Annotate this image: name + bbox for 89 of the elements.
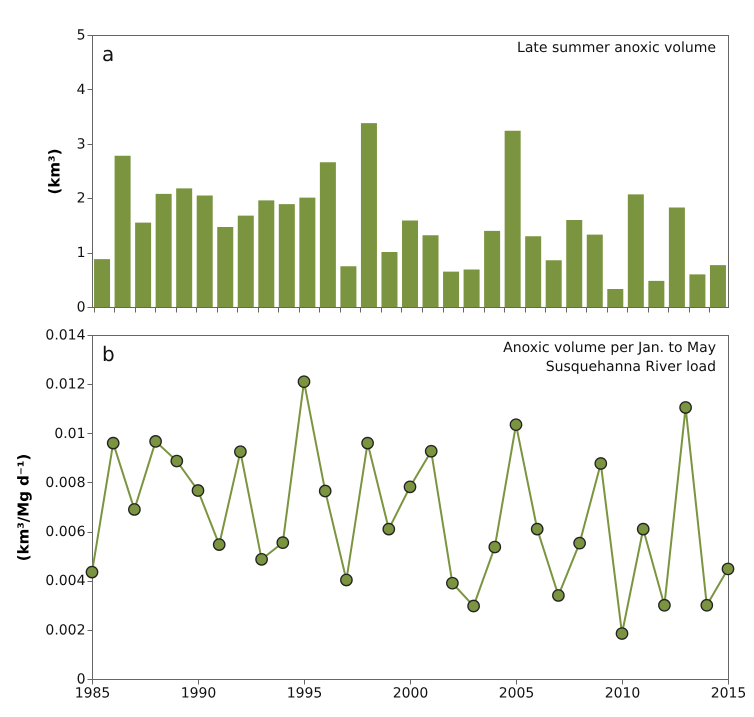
point (636, 522, 650, 536)
y-tick-label: 0 (76, 672, 86, 688)
point (467, 600, 480, 612)
bar (340, 266, 356, 307)
point (234, 445, 247, 458)
point (255, 552, 268, 566)
point (594, 457, 608, 470)
point (700, 598, 714, 612)
x-tick-label: 1995 (286, 686, 322, 702)
point (361, 436, 374, 450)
point (552, 589, 565, 602)
bar (586, 234, 603, 307)
bar (422, 235, 439, 307)
bar (710, 265, 726, 307)
bar (238, 216, 254, 307)
point (340, 574, 353, 586)
bar (668, 207, 685, 307)
bar (566, 220, 582, 307)
point (573, 536, 586, 550)
bar (628, 194, 644, 307)
bar (114, 156, 131, 307)
point (616, 627, 628, 640)
point (170, 454, 184, 468)
annotation: b (102, 342, 115, 366)
point (510, 418, 522, 432)
bar (689, 274, 706, 307)
y-tick-label: 5 (76, 28, 86, 44)
bar (135, 222, 152, 307)
x-tick-label: 1990 (180, 686, 216, 702)
point (149, 435, 162, 448)
x-tick-label: 2015 (710, 686, 746, 702)
bar (299, 198, 316, 307)
bar (402, 220, 418, 307)
point (298, 375, 310, 388)
bar (217, 227, 234, 307)
bar (443, 272, 460, 307)
point (679, 401, 692, 414)
y-tick-label: 3 (76, 136, 86, 152)
bar (464, 269, 480, 307)
chart-title: Late summer anoxic volume (517, 40, 716, 56)
bar (381, 252, 398, 307)
x-tick-label: 2010 (604, 686, 640, 702)
y-tick-label: 0.006 (45, 524, 86, 540)
point (192, 484, 204, 497)
bar (484, 230, 500, 307)
point (424, 444, 438, 458)
bar (504, 130, 521, 307)
bar (607, 289, 624, 307)
point (128, 503, 141, 516)
point (530, 522, 544, 536)
bar (156, 194, 172, 307)
bar (648, 280, 664, 307)
bar (525, 236, 542, 307)
point (404, 480, 416, 494)
y-tick-label: 0.008 (45, 474, 86, 491)
x-tick-label: 1985 (74, 686, 110, 702)
point (382, 522, 396, 536)
y-tick-label: 4 (76, 82, 86, 98)
point (318, 484, 332, 498)
y-tick-label: 0.012 (45, 376, 86, 393)
y-tick-label: 0.01 (54, 426, 86, 442)
x-tick-label: 2000 (392, 686, 428, 702)
y-tick-label: 0 (76, 300, 86, 316)
bar (360, 123, 377, 307)
point (658, 598, 671, 612)
y-axis-title: (km³/Mg d⁻¹) (14, 454, 32, 562)
y-tick-label: 1 (76, 245, 86, 262)
y-axis-title: (km³) (46, 148, 64, 194)
point (446, 576, 459, 590)
point (276, 536, 290, 549)
point (488, 540, 502, 554)
bar (546, 260, 562, 307)
point (86, 566, 98, 578)
text: Anoxic volume per Jan. to May Susquehanna River load (503, 340, 716, 375)
y-tick-label: 0.002 (45, 622, 86, 638)
y-tick-label: 2 (76, 190, 86, 207)
point (212, 538, 226, 551)
y-tick-label: 0.014 (45, 328, 86, 344)
bar (176, 188, 192, 307)
point (106, 436, 120, 450)
bar (278, 204, 295, 307)
bar (94, 259, 110, 307)
point (722, 562, 734, 576)
annotation: a (102, 42, 114, 66)
bar (196, 195, 213, 307)
x-tick-label: 2005 (498, 686, 534, 702)
bar (320, 162, 336, 307)
y-tick-label: 0.004 (45, 573, 86, 590)
bar (258, 200, 274, 307)
